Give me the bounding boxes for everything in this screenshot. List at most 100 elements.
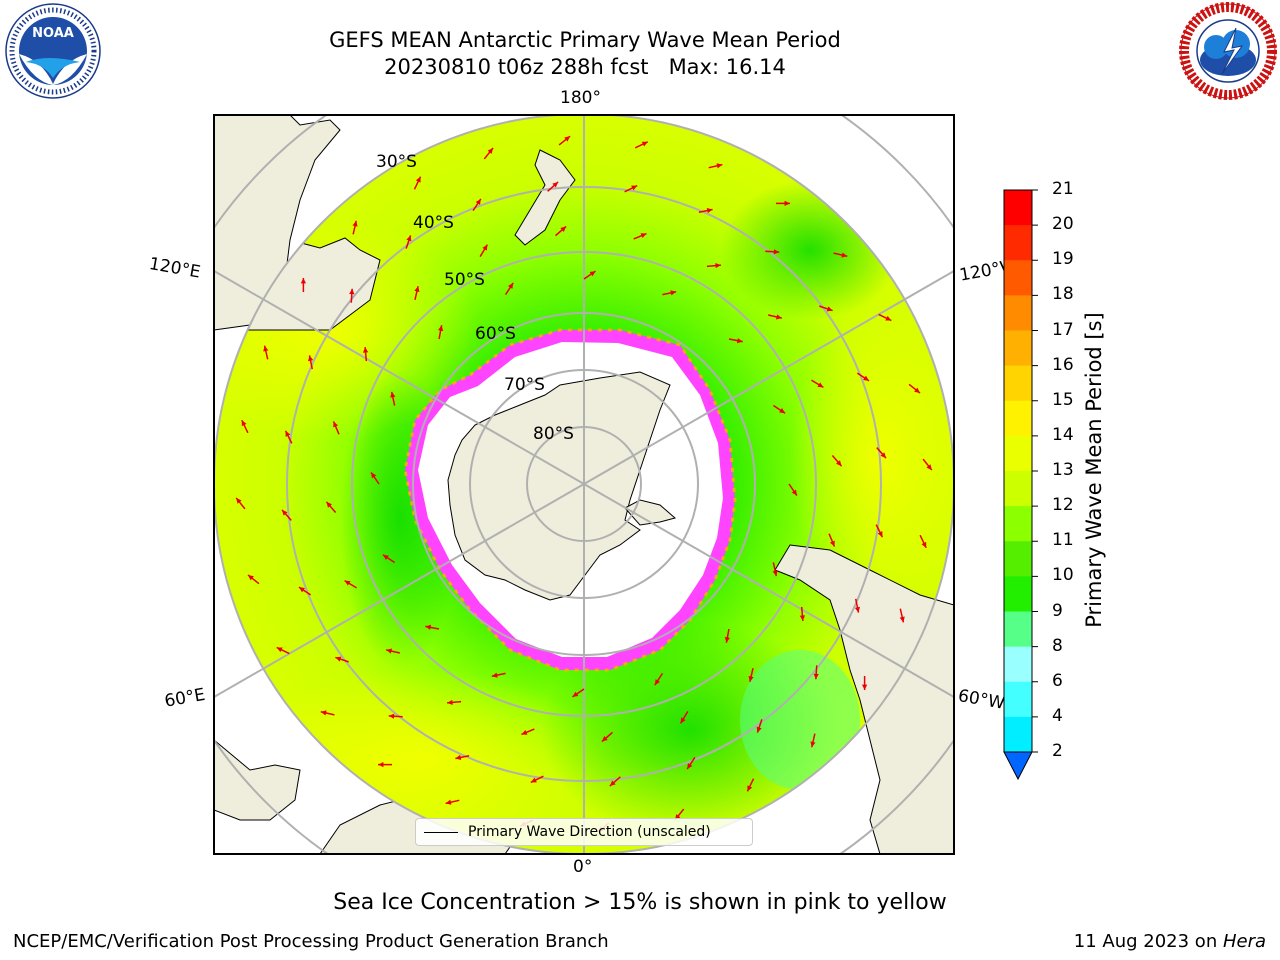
wave-arrow-head — [326, 501, 332, 508]
wave-arrow-head — [560, 226, 567, 232]
wave-arrow-head — [899, 616, 905, 623]
footer-left: NCEP/EMC/Verification Post Processing Pr… — [13, 931, 609, 952]
colorbar-tick-label: 2 — [1052, 741, 1063, 761]
wave-arrow-head — [491, 672, 498, 678]
wave-arrow-head — [885, 315, 892, 321]
colorbar-tick-label: 11 — [1052, 530, 1074, 551]
lon-label-120e: 120°E — [147, 254, 202, 283]
colorbar-segment — [1004, 260, 1032, 296]
wave-arrow-head — [654, 679, 660, 686]
wave-arrow-head — [747, 785, 753, 792]
wave-arrow-head — [352, 220, 358, 227]
colorbar-tick-label: 19 — [1052, 249, 1074, 270]
noaa-logo-text: NOAA — [32, 26, 74, 41]
wave-arrow-head — [779, 408, 786, 414]
map-caption: Sea Ice Concentration > 15% is shown in … — [333, 890, 947, 915]
wave-arrow-head — [572, 691, 579, 697]
wave-arrow-head — [640, 233, 647, 239]
wave-arrow-head — [508, 282, 514, 289]
colorbar-segment — [1004, 295, 1032, 331]
wave-arrow-head — [836, 460, 842, 467]
wave-arrow-head — [863, 375, 870, 381]
lat-label-30s: 30°S — [376, 152, 417, 172]
wave-arrow-head — [521, 729, 528, 735]
wave-arrow-head — [926, 464, 932, 471]
lat-label-40s: 40°S — [413, 213, 454, 233]
wave-arrow-head — [414, 286, 420, 293]
noaa-logo: NOAA — [5, 3, 101, 99]
chart-title: GEFS MEAN Antarctic Primary Wave Mean Pe… — [329, 28, 841, 52]
colorbar-tick-label: 17 — [1052, 319, 1074, 340]
colorbar-tick-label: 13 — [1052, 460, 1074, 480]
wave-arrow-head — [862, 684, 868, 690]
colorbar-segment — [1004, 541, 1032, 577]
wave-arrow-head — [552, 181, 559, 188]
wave-arrow-head — [631, 185, 638, 191]
wave-arrow-head — [715, 262, 721, 269]
wave-arrow-head — [455, 754, 462, 760]
lon-label-180: 180° — [560, 88, 601, 108]
wave-arrow-head — [530, 777, 537, 783]
colorbar-extend-triangle — [1003, 751, 1033, 781]
colorbar-tick-label: 20 — [1052, 214, 1074, 235]
wave-arrow-head — [300, 278, 306, 284]
wave-arrow-head — [877, 531, 883, 538]
wave-arrow-head — [724, 636, 730, 643]
wave-arrow-head — [438, 325, 444, 332]
lat-label-50s: 50°S — [444, 270, 485, 290]
wave-arrow-head — [320, 710, 327, 716]
wave-arrow-head — [687, 763, 693, 770]
colorbar-label: Primary Wave Mean Period [s] — [1082, 312, 1106, 628]
wave-arrow-head — [425, 624, 432, 630]
colorbar-segment — [1004, 681, 1032, 718]
wave-arrow-head — [378, 762, 384, 768]
colorbar-tick-label: 8 — [1052, 635, 1063, 656]
wave-arrow-head — [799, 615, 806, 621]
colorbar-segment — [1004, 190, 1032, 226]
wave-arrow-head — [826, 306, 833, 312]
wave-arrow-head — [680, 717, 686, 724]
wave-arrow-head — [482, 244, 488, 251]
map-legend: Primary Wave Direction (unscaled) — [415, 818, 753, 846]
wave-arrow-head — [333, 421, 339, 428]
wave-arrow-head — [281, 509, 288, 516]
wave-arrow-head — [756, 726, 762, 733]
wave-arrow-head — [308, 355, 314, 362]
legend-line-swatch — [424, 831, 458, 833]
wave-arrow-head — [247, 574, 254, 581]
legend-label: Primary Wave Direction (unscaled) — [468, 824, 711, 840]
wave-arrow-head — [386, 648, 393, 654]
wave-arrow-head — [601, 736, 608, 742]
wave-arrow-head — [285, 430, 291, 437]
lat-label-70s: 70°S — [504, 375, 545, 395]
wave-arrow-head — [487, 147, 494, 154]
colorbar-tick-label: 16 — [1052, 354, 1074, 375]
wave-arrow-head — [914, 387, 921, 394]
colorbar-segment — [1004, 646, 1032, 683]
wave-arrow-head — [263, 345, 269, 352]
footer-right: 11 Aug 2023 on Hera — [1074, 931, 1266, 952]
wave-arrow-head — [447, 699, 453, 706]
wave-arrow-head — [854, 606, 860, 613]
wave-arrow-head — [475, 198, 481, 205]
colorbar-segment — [1004, 471, 1032, 507]
colorbar-tick-label: 14 — [1052, 424, 1074, 445]
national-weather-service-logo — [1179, 2, 1277, 100]
wave-arrow-head — [609, 780, 616, 787]
wave-arrow-head — [349, 288, 355, 295]
wave-arrow-head — [791, 489, 797, 496]
wave-arrow-head — [813, 673, 819, 680]
colorbar-tick-label: 10 — [1052, 565, 1074, 586]
wave-arrow-head — [829, 540, 835, 547]
colorbar-segment — [1004, 576, 1032, 612]
wave-arrow-head — [880, 452, 887, 459]
colorbar-segment — [1004, 225, 1032, 261]
wave-arrow-head — [810, 741, 816, 748]
wave-arrow-head — [784, 200, 790, 206]
wave-arrow-head — [276, 647, 283, 653]
colorbar — [1003, 189, 1038, 781]
wave-arrow-head — [772, 570, 778, 577]
wave-arrow-head — [775, 314, 782, 320]
colorbar-tick-label: 21 — [1052, 179, 1074, 199]
wave-arrow-head — [344, 580, 351, 586]
